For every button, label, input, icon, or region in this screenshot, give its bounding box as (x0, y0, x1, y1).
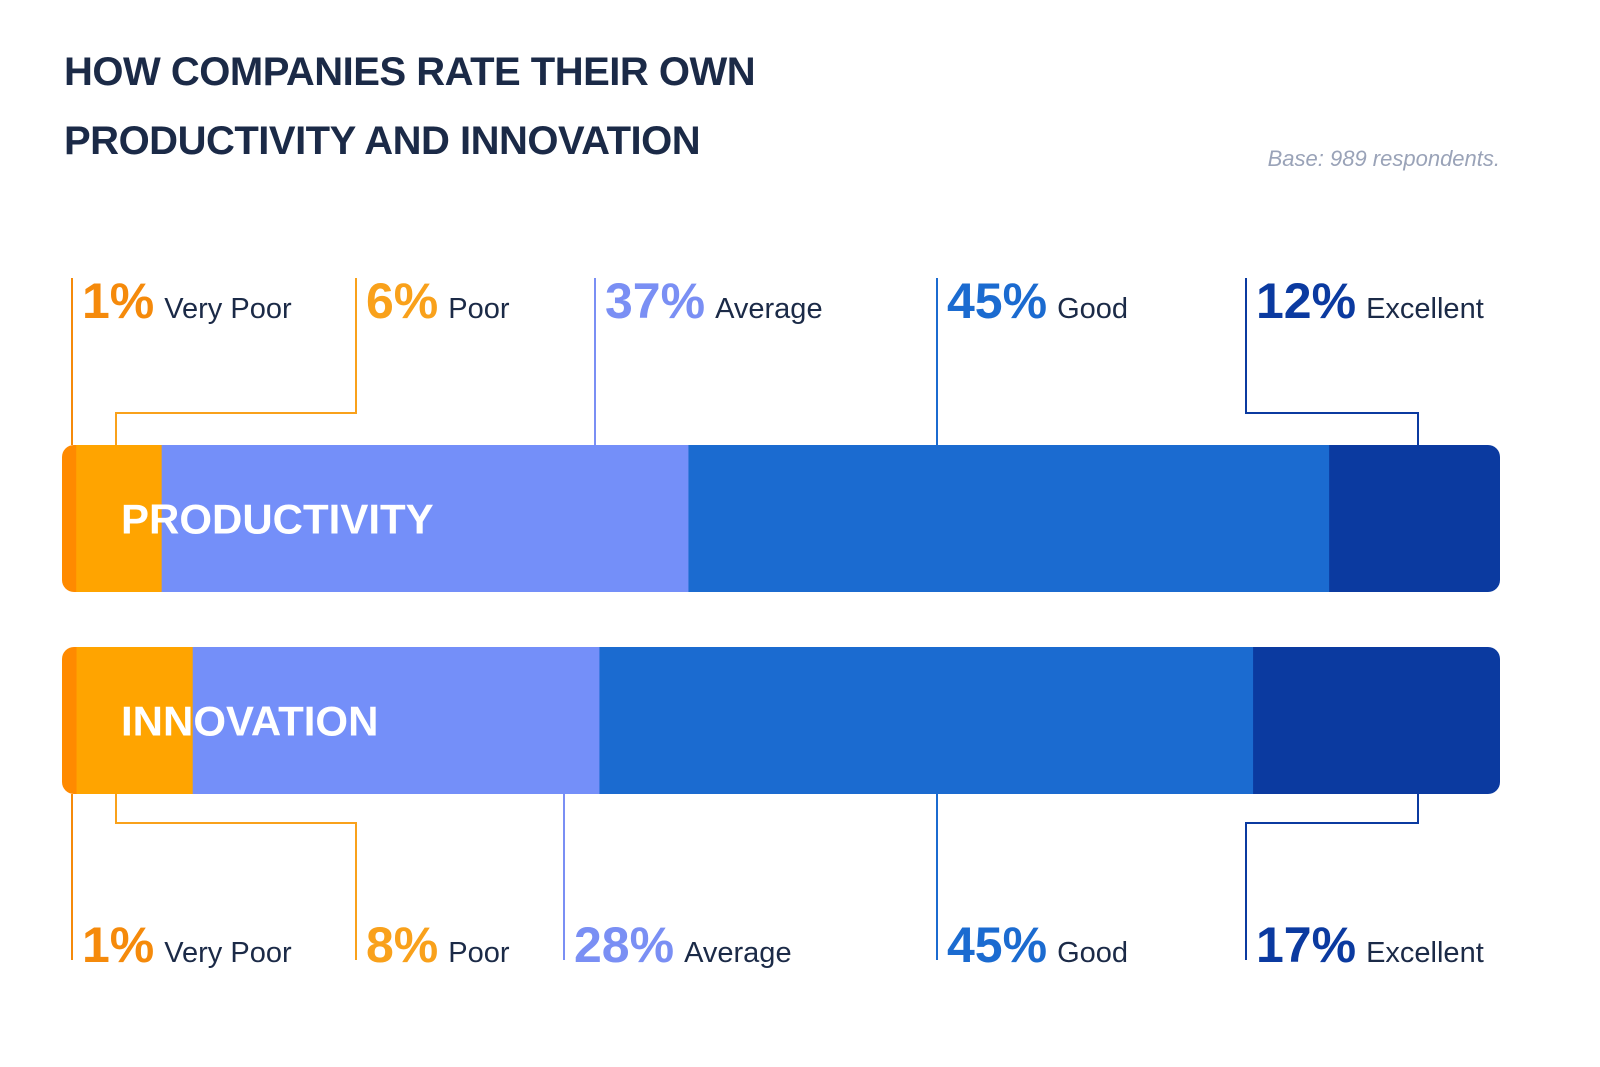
bar-segment-good (688, 445, 1330, 592)
callout-percent: 45% (947, 917, 1047, 973)
callout-label-productivity-average: 37% Average (605, 273, 823, 329)
bar-segment-average (161, 445, 689, 592)
bar-segment-poor (76, 445, 163, 592)
bar-segment-excellent (1253, 647, 1500, 794)
callout-percent: 12% (1256, 273, 1356, 329)
callout-line-innovation-poor (115, 794, 357, 960)
callout-category: Very Poor (164, 293, 292, 325)
callout-category: Very Poor (164, 937, 292, 969)
base-note: Base: 989 respondents. (1267, 146, 1500, 171)
callout-label-productivity-poor: 6% Poor (366, 273, 510, 329)
callout-percent: 17% (1256, 917, 1356, 973)
callout-category: Good (1057, 937, 1128, 969)
callout-percent: 1% (82, 917, 154, 973)
callout-category: Average (684, 937, 792, 969)
callout-label-productivity-good: 45% Good (947, 273, 1128, 329)
callout-line-innovation-excellent (1245, 794, 1419, 960)
callout-line-productivity-poor (115, 278, 357, 445)
callout-percent: 28% (574, 917, 674, 973)
callout-percent: 1% (82, 273, 154, 329)
callout-percent: 37% (605, 273, 705, 329)
callout-label-productivity-excellent: 12% Excellent (1256, 273, 1484, 329)
callout-label-innovation-excellent: 17% Excellent (1256, 917, 1484, 973)
bar-segment-very-poor (62, 445, 77, 592)
callout-label-innovation-good: 45% Good (947, 917, 1128, 973)
callout-line-productivity-excellent (1245, 278, 1419, 445)
callout-category: Excellent (1366, 937, 1484, 969)
callout-label-innovation-very-poor: 1% Very Poor (82, 917, 292, 973)
chart-title: HOW COMPANIES RATE THEIR OWN PRODUCTIVIT… (64, 38, 756, 176)
bar-segment-average (192, 647, 600, 794)
bar-segment-excellent (1329, 445, 1500, 592)
bar-innovation (62, 647, 1500, 794)
bar-segment-poor (76, 647, 194, 794)
callout-category: Excellent (1366, 293, 1484, 325)
callout-percent: 8% (366, 917, 438, 973)
callout-category: Good (1057, 293, 1128, 325)
bar-productivity (62, 445, 1500, 592)
bar-segment-very-poor (62, 647, 78, 794)
callout-category: Average (715, 293, 823, 325)
bar-label-innovation: INNOVATION (121, 698, 378, 745)
bar-segment-good (599, 647, 1254, 794)
callout-percent: 45% (947, 273, 1047, 329)
callout-category: Poor (448, 937, 510, 969)
callout-label-innovation-average: 28% Average (574, 917, 792, 973)
callout-category: Poor (448, 293, 510, 325)
chart-title-line-2: PRODUCTIVITY AND INNOVATION (64, 119, 701, 163)
callout-percent: 6% (366, 273, 438, 329)
callout-label-innovation-poor: 8% Poor (366, 917, 510, 973)
bar-label-productivity: PRODUCTIVITY (121, 496, 434, 543)
callout-label-productivity-very-poor: 1% Very Poor (82, 273, 292, 329)
chart-title-line-1: HOW COMPANIES RATE THEIR OWN (64, 50, 756, 94)
